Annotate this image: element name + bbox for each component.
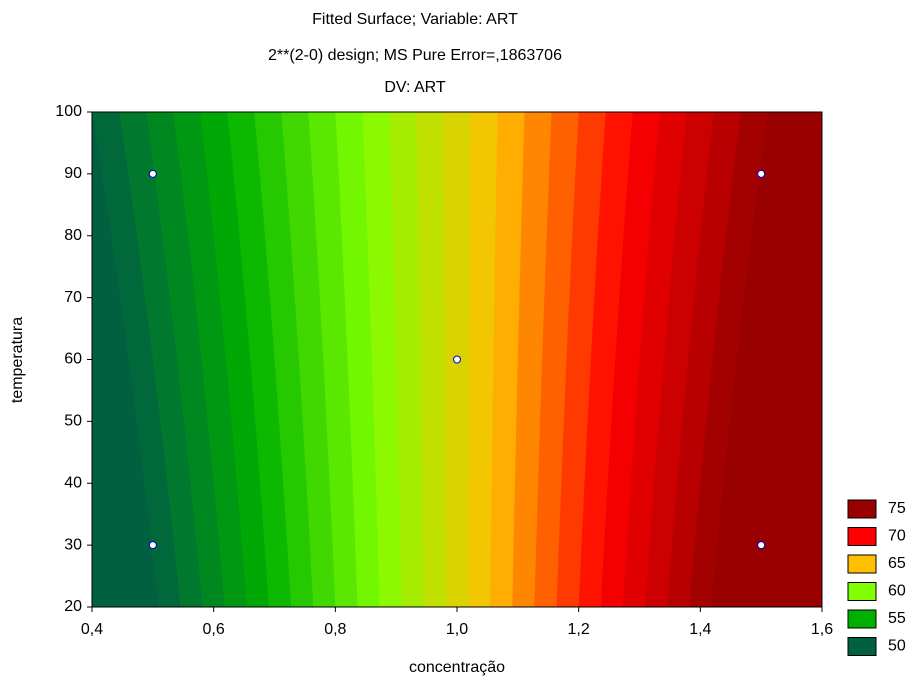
- contour-band: [362, 112, 403, 607]
- y-tick-label: 20: [64, 598, 82, 615]
- design-point: [757, 541, 766, 550]
- contour-band: [600, 112, 661, 607]
- legend-swatch: [847, 582, 877, 601]
- design-point: [757, 169, 766, 178]
- y-tick-label: 70: [64, 289, 82, 306]
- contour-band: [711, 112, 796, 607]
- contour-band: [799, 442, 822, 607]
- contour-band: [755, 112, 822, 607]
- contour-band: [92, 272, 137, 607]
- x-tick-label: 0,8: [324, 621, 346, 638]
- contour-band: [119, 112, 204, 607]
- contour-band: [468, 112, 499, 607]
- contour-band: [622, 112, 688, 607]
- x-tick-label: 1,2: [568, 621, 590, 638]
- y-tick-label: 90: [64, 165, 82, 182]
- legend-label: 50: [888, 638, 906, 655]
- x-tick-label: 1,0: [446, 621, 468, 638]
- x-axis-label: concentração: [409, 659, 505, 676]
- legend-label: 65: [888, 555, 906, 572]
- y-tick-label: 30: [64, 536, 82, 553]
- contour-band: [689, 112, 769, 607]
- dv-label: DV: ART: [384, 79, 446, 96]
- y-tick-label: 100: [55, 103, 82, 120]
- contour-band: [490, 112, 526, 607]
- contour-band: [146, 112, 226, 607]
- contour-band: [200, 112, 270, 607]
- contour-band: [281, 112, 336, 607]
- x-tick-label: 1,4: [689, 621, 711, 638]
- contour-band: [254, 112, 314, 607]
- y-tick-label: 40: [64, 474, 82, 491]
- legend-swatch: [847, 527, 877, 546]
- contour-band: [512, 112, 553, 607]
- contour-band: [92, 112, 159, 607]
- design-point: [453, 355, 461, 364]
- y-tick-label: 50: [64, 413, 82, 430]
- legend-label: 55: [888, 610, 906, 627]
- legend-swatch: [847, 637, 877, 656]
- legend-swatch: [847, 554, 877, 574]
- x-tick-label: 0,6: [203, 621, 225, 638]
- contour-band: [416, 112, 447, 607]
- legend-label: 70: [888, 528, 906, 545]
- contour-band: [556, 112, 607, 607]
- x-tick-label: 1,6: [811, 621, 833, 638]
- chart-title: Fitted Surface; Variable: ART: [312, 11, 518, 28]
- legend-label: 75: [888, 500, 906, 517]
- contour-band: [173, 112, 248, 607]
- y-tick-label: 60: [64, 351, 82, 368]
- legend-swatch: [847, 499, 877, 519]
- contour-band: [645, 112, 715, 607]
- chart-subtitle: 2**(2-0) design; MS Pure Error=,1863706: [268, 47, 562, 64]
- contour-band: [227, 112, 292, 607]
- contour-band: [578, 112, 634, 607]
- surface: [92, 112, 822, 607]
- y-tick-label: 80: [64, 227, 82, 244]
- contour-band: [389, 112, 425, 607]
- legend-swatch: [847, 609, 877, 629]
- contour-band: [667, 112, 742, 607]
- design-point: [148, 541, 157, 550]
- design-point: [148, 169, 157, 178]
- contour-band: [335, 112, 381, 607]
- y-axis-label: temperatura: [9, 317, 26, 403]
- contour-band: [534, 112, 580, 607]
- contour-band: [733, 112, 822, 607]
- contour-band: [308, 112, 359, 607]
- contour-band: [92, 112, 182, 607]
- x-tick-label: 0,4: [81, 621, 103, 638]
- legend-label: 60: [888, 583, 906, 600]
